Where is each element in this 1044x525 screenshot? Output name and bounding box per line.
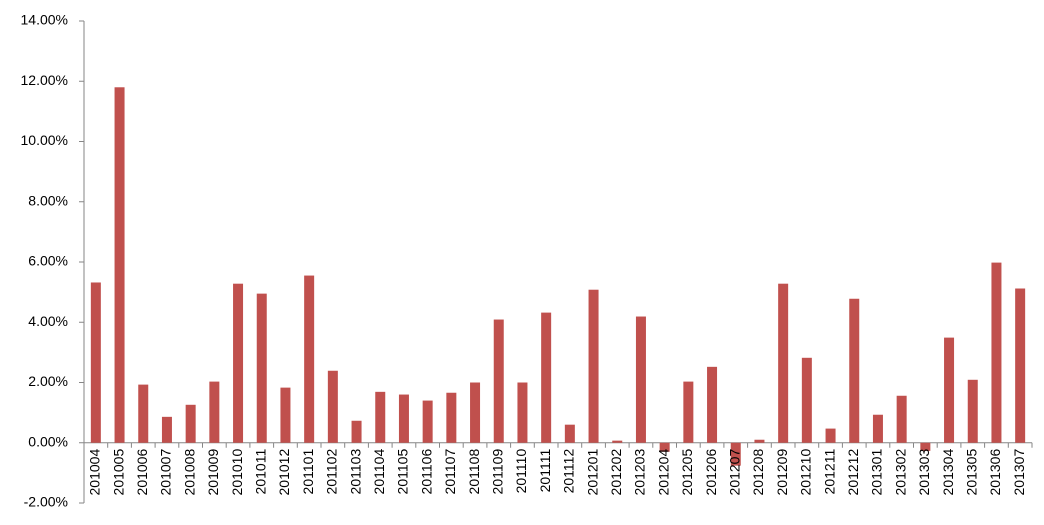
bar <box>470 382 481 443</box>
bar <box>161 416 172 443</box>
bar <box>991 262 1002 443</box>
x-tick-label: 201212 <box>845 449 861 496</box>
bar <box>90 282 101 443</box>
x-tick-label: 201111 <box>537 449 553 493</box>
bar <box>304 275 315 443</box>
bar <box>564 424 575 443</box>
bar <box>683 381 694 443</box>
bar <box>280 387 291 443</box>
y-tick-label: 14.00% <box>21 12 68 28</box>
bar <box>114 87 125 443</box>
x-tick-label: 201304 <box>940 449 956 496</box>
y-tick-label: 10.00% <box>21 132 68 148</box>
x-tick-label: 201103 <box>347 449 363 495</box>
x-tick-label: 201101 <box>300 449 316 495</box>
bar <box>967 379 978 443</box>
x-tick-label: 201012 <box>276 449 292 496</box>
bar <box>825 428 836 443</box>
bar <box>588 289 599 443</box>
x-tick-label: 201004 <box>87 449 103 496</box>
x-tick-label: 201006 <box>134 449 150 496</box>
x-tick-label: 201209 <box>774 449 790 496</box>
bar <box>612 440 623 443</box>
x-tick-label: 201010 <box>229 449 245 496</box>
x-tick-label: 201201 <box>584 449 600 496</box>
x-tick-label: 201206 <box>703 449 719 496</box>
x-tick-label: 201112 <box>561 449 577 494</box>
x-tick-label: 201307 <box>1011 449 1027 496</box>
x-tick-label: 201011 <box>252 449 268 495</box>
bar <box>778 283 789 443</box>
x-tick-label: 201306 <box>987 449 1003 496</box>
bar <box>707 366 718 443</box>
x-tick-label: 201202 <box>608 449 624 496</box>
x-tick-label: 201005 <box>110 449 126 496</box>
x-tick-label: 201207 <box>726 449 742 496</box>
bar <box>233 283 244 443</box>
bar <box>730 442 741 466</box>
y-tick-label: -2.00% <box>24 494 68 510</box>
x-tick-label: 201106 <box>418 449 434 495</box>
bar <box>896 395 907 443</box>
y-tick-label: 8.00% <box>28 192 68 208</box>
bar <box>493 319 504 443</box>
bar <box>1015 288 1026 443</box>
bar <box>541 312 552 443</box>
bar <box>398 394 409 443</box>
bar <box>754 439 765 443</box>
bar <box>422 400 433 443</box>
bar <box>635 316 646 443</box>
x-tick-label: 201303 <box>916 449 932 496</box>
x-tick-label: 201104 <box>371 449 387 495</box>
x-tick-label: 201008 <box>181 449 197 496</box>
bar <box>849 298 860 443</box>
x-tick-label: 201109 <box>489 449 505 495</box>
bar <box>351 420 362 443</box>
y-tick-label: 12.00% <box>21 72 68 88</box>
y-tick-label: 6.00% <box>28 253 68 269</box>
bar <box>375 391 386 443</box>
bar <box>256 293 267 443</box>
x-tick-label: 201108 <box>466 449 482 495</box>
x-tick-label: 201110 <box>513 449 529 494</box>
bar <box>138 384 149 443</box>
x-tick-label: 201208 <box>750 449 766 496</box>
x-tick-label: 201301 <box>869 449 885 496</box>
x-tick-label: 201305 <box>963 449 979 496</box>
bar <box>872 414 883 443</box>
bar <box>517 382 528 443</box>
bar <box>446 392 457 443</box>
bar <box>659 442 670 452</box>
bar <box>327 370 338 443</box>
x-tick-label: 201105 <box>395 449 411 495</box>
y-tick-label: 0.00% <box>28 433 68 449</box>
x-tick-label: 201009 <box>205 449 221 496</box>
y-tick-label: 2.00% <box>28 373 68 389</box>
x-tick-label: 201102 <box>324 449 340 495</box>
x-tick-label: 201210 <box>798 449 814 496</box>
bar <box>920 442 931 451</box>
x-tick-label: 201302 <box>892 449 908 496</box>
x-tick-label: 201107 <box>442 449 458 495</box>
bar <box>801 357 812 443</box>
bar <box>944 337 955 443</box>
x-tick-label: 201203 <box>632 449 648 496</box>
bar <box>185 404 196 443</box>
x-tick-label: 201204 <box>655 449 671 496</box>
x-tick-label: 201007 <box>158 449 174 496</box>
y-tick-label: 4.00% <box>28 313 68 329</box>
bar <box>209 381 220 443</box>
x-tick-label: 201205 <box>679 449 695 496</box>
x-tick-label: 201211 <box>821 449 837 495</box>
